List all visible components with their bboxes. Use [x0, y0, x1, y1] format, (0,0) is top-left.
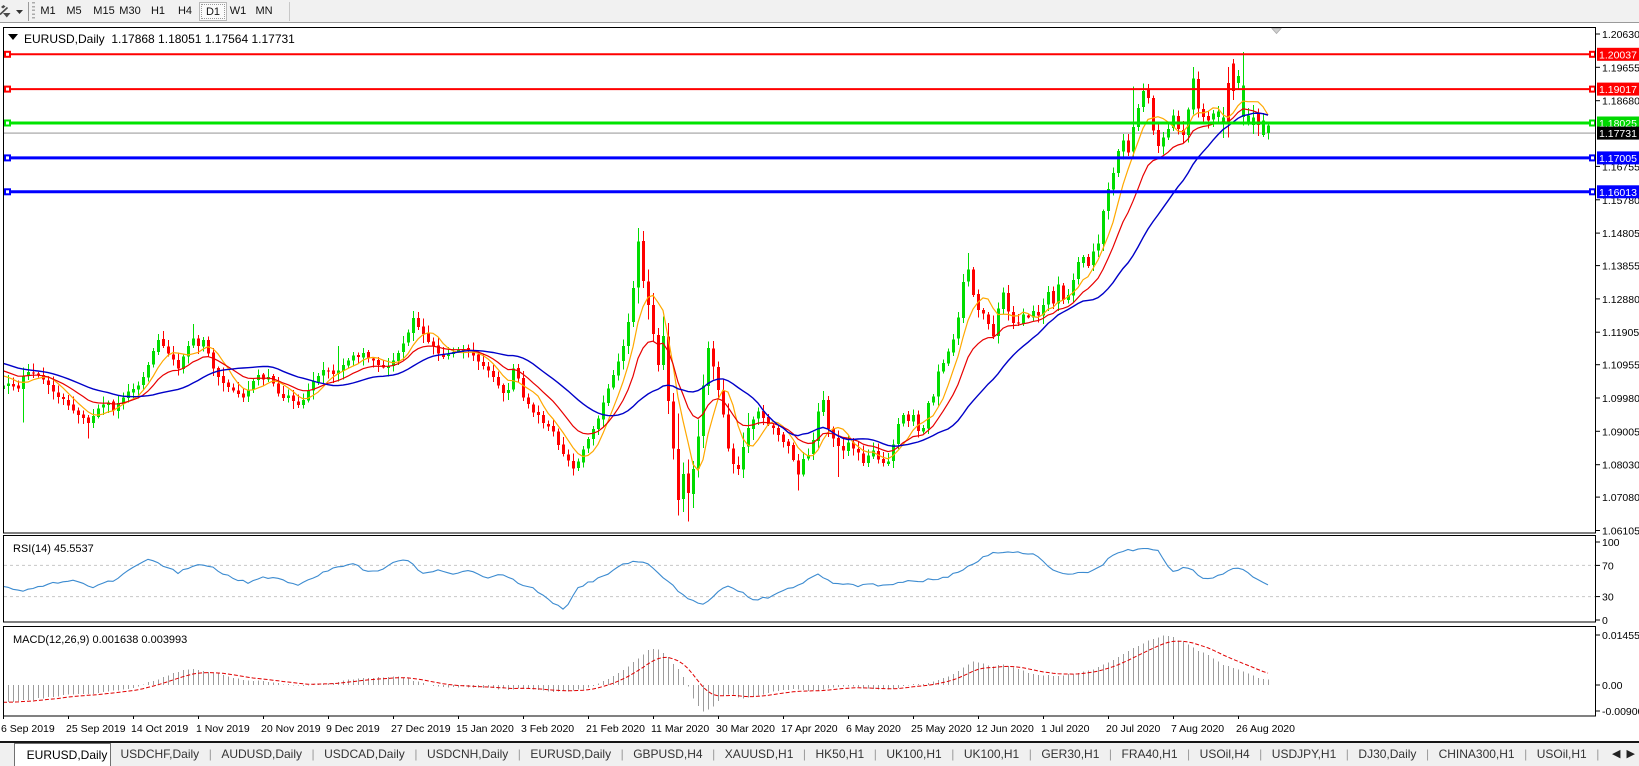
- svg-text:1.20037: 1.20037: [1599, 49, 1637, 61]
- svg-text:1.10955: 1.10955: [1602, 360, 1639, 372]
- svg-text:12 Jun 2020: 12 Jun 2020: [976, 723, 1034, 735]
- svg-text:15 Jan 2020: 15 Jan 2020: [456, 723, 514, 735]
- svg-text:20 Jul 2020: 20 Jul 2020: [1106, 723, 1160, 735]
- svg-text:1.09005: 1.09005: [1602, 426, 1639, 438]
- svg-text:7 Aug 2020: 7 Aug 2020: [1171, 723, 1224, 735]
- svg-text:1 Nov 2019: 1 Nov 2019: [196, 723, 250, 735]
- svg-text:30 Mar 2020: 30 Mar 2020: [716, 723, 775, 735]
- svg-text:1.19017: 1.19017: [1599, 84, 1637, 96]
- svg-text:1.07080: 1.07080: [1602, 492, 1639, 504]
- svg-text:14 Oct 2019: 14 Oct 2019: [131, 723, 188, 735]
- svg-text:6 May 2020: 6 May 2020: [846, 723, 901, 735]
- svg-text:1.17731: 1.17731: [1599, 128, 1637, 140]
- svg-text:25 Sep 2019: 25 Sep 2019: [66, 723, 126, 735]
- svg-text:100: 100: [1602, 537, 1620, 549]
- svg-text:1.11905: 1.11905: [1602, 327, 1639, 339]
- svg-text:21 Feb 2020: 21 Feb 2020: [586, 723, 645, 735]
- svg-text:20 Nov 2019: 20 Nov 2019: [261, 723, 321, 735]
- svg-text:EURUSD,Daily 1.17868 1.18051: EURUSD,Daily 1.17868 1.18051 1.17564 1.1…: [24, 32, 295, 46]
- svg-text:25 May 2020: 25 May 2020: [911, 723, 972, 735]
- svg-text:1 Jul 2020: 1 Jul 2020: [1041, 723, 1090, 735]
- svg-text:1.19655: 1.19655: [1602, 62, 1639, 74]
- svg-text:1.09980: 1.09980: [1602, 393, 1639, 405]
- svg-text:0.00: 0.00: [1602, 680, 1623, 692]
- svg-text:70: 70: [1602, 560, 1614, 572]
- svg-text:6 Sep 2019: 6 Sep 2019: [1, 723, 55, 735]
- svg-text:3 Feb 2020: 3 Feb 2020: [521, 723, 574, 735]
- svg-text:1.12880: 1.12880: [1602, 294, 1639, 306]
- svg-text:0: 0: [1602, 615, 1608, 627]
- svg-text:11 Mar 2020: 11 Mar 2020: [651, 723, 709, 735]
- svg-text:1.18680: 1.18680: [1602, 96, 1639, 108]
- svg-text:1.20630: 1.20630: [1602, 29, 1639, 41]
- svg-text:30: 30: [1602, 592, 1614, 604]
- svg-text:1.16013: 1.16013: [1599, 187, 1637, 199]
- svg-text:9 Dec 2019: 9 Dec 2019: [326, 723, 380, 735]
- svg-text:1.08030: 1.08030: [1602, 460, 1639, 472]
- svg-text:26 Aug 2020: 26 Aug 2020: [1236, 723, 1295, 735]
- svg-text:1.06105: 1.06105: [1602, 526, 1639, 538]
- svg-text:27 Dec 2019: 27 Dec 2019: [391, 723, 451, 735]
- svg-text:RSI(14) 45.5537: RSI(14) 45.5537: [13, 543, 94, 555]
- svg-text:1.17005: 1.17005: [1599, 153, 1637, 165]
- svg-text:MACD(12,26,9) 0.001638 0.00399: MACD(12,26,9) 0.001638 0.003993: [13, 634, 187, 646]
- svg-text:-0.009001: -0.009001: [1602, 706, 1639, 718]
- svg-text:17 Apr 2020: 17 Apr 2020: [781, 723, 838, 735]
- svg-text:1.13855: 1.13855: [1602, 261, 1639, 273]
- svg-text:0.014556: 0.014556: [1602, 630, 1639, 642]
- svg-text:1.14805: 1.14805: [1602, 228, 1639, 240]
